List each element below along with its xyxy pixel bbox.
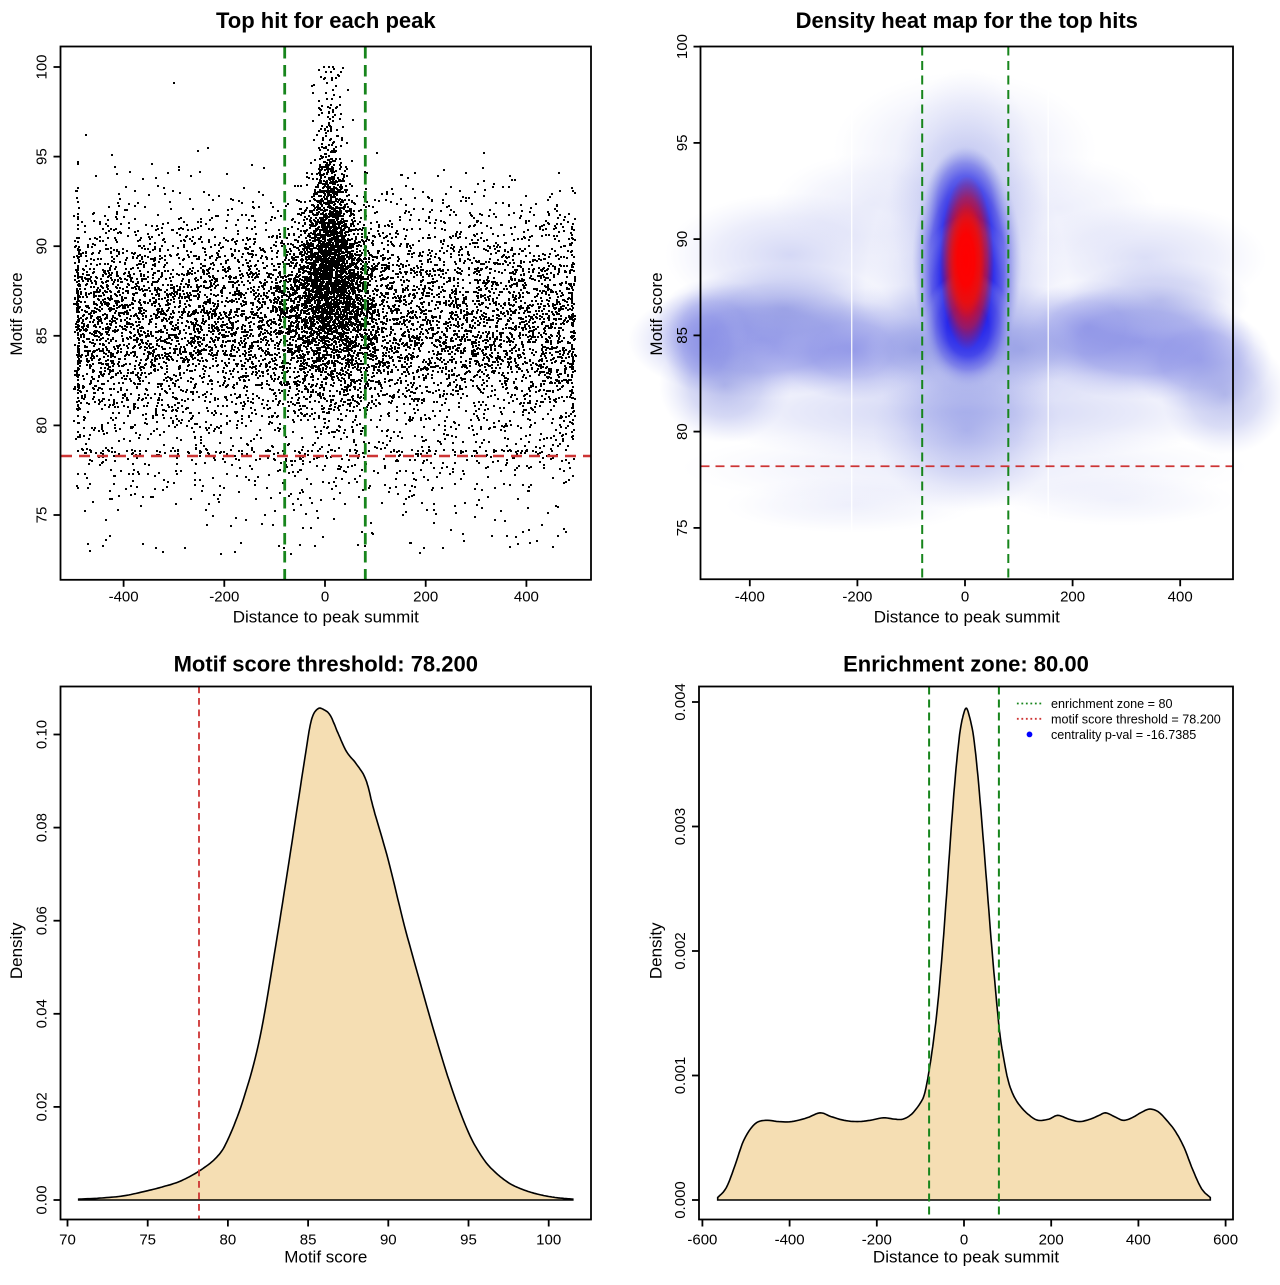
svg-text:100: 100 bbox=[536, 1232, 561, 1249]
svg-text:100: 100 bbox=[34, 54, 51, 79]
svg-text:75: 75 bbox=[34, 507, 51, 524]
svg-text:-400: -400 bbox=[109, 589, 139, 606]
svg-text:75: 75 bbox=[674, 520, 691, 537]
svg-text:Density: Density bbox=[647, 922, 666, 979]
svg-text:75: 75 bbox=[139, 1232, 156, 1249]
svg-text:Density: Density bbox=[7, 922, 26, 979]
svg-text:0: 0 bbox=[960, 1232, 968, 1249]
svg-text:0: 0 bbox=[321, 589, 329, 606]
svg-text:Motif score: Motif score bbox=[284, 1248, 367, 1267]
svg-text:Distance to peak summit: Distance to peak summit bbox=[873, 1248, 1059, 1267]
svg-text:Enrichment zone: 80.00: Enrichment zone: 80.00 bbox=[843, 652, 1089, 677]
svg-text:Top hit for each peak: Top hit for each peak bbox=[216, 8, 436, 33]
svg-text:0.002: 0.002 bbox=[672, 932, 689, 970]
svg-text:95: 95 bbox=[34, 148, 51, 165]
svg-text:80: 80 bbox=[674, 423, 691, 440]
svg-text:-200: -200 bbox=[209, 589, 239, 606]
svg-text:Distance to peak summit: Distance to peak summit bbox=[874, 608, 1060, 627]
svg-text:Motif score: Motif score bbox=[647, 272, 666, 355]
svg-text:0.00: 0.00 bbox=[34, 1185, 51, 1214]
svg-text:0.001: 0.001 bbox=[672, 1057, 689, 1095]
svg-text:0.000: 0.000 bbox=[672, 1181, 689, 1219]
svg-text:80: 80 bbox=[34, 417, 51, 434]
svg-text:centrality p-val = -16.7385: centrality p-val = -16.7385 bbox=[1051, 728, 1196, 742]
svg-text:-600: -600 bbox=[687, 1232, 717, 1249]
svg-text:400: 400 bbox=[1126, 1232, 1151, 1249]
svg-text:0.10: 0.10 bbox=[34, 720, 51, 749]
svg-text:Motif score: Motif score bbox=[7, 272, 26, 355]
svg-text:85: 85 bbox=[674, 327, 691, 344]
svg-text:Distance to peak summit: Distance to peak summit bbox=[233, 608, 419, 627]
svg-text:0.06: 0.06 bbox=[34, 906, 51, 935]
svg-text:-400: -400 bbox=[775, 1232, 805, 1249]
svg-text:-400: -400 bbox=[735, 589, 765, 606]
svg-text:90: 90 bbox=[674, 231, 691, 248]
svg-text:400: 400 bbox=[1168, 589, 1193, 606]
svg-text:0.08: 0.08 bbox=[34, 813, 51, 842]
svg-text:400: 400 bbox=[514, 589, 539, 606]
svg-text:-200: -200 bbox=[842, 589, 872, 606]
svg-text:95: 95 bbox=[674, 135, 691, 152]
svg-text:100: 100 bbox=[674, 34, 691, 59]
svg-text:200: 200 bbox=[1039, 1232, 1064, 1249]
svg-text:0.02: 0.02 bbox=[34, 1092, 51, 1121]
svg-text:-200: -200 bbox=[862, 1232, 892, 1249]
svg-text:85: 85 bbox=[34, 327, 51, 344]
svg-text:0: 0 bbox=[961, 589, 969, 606]
svg-text:80: 80 bbox=[220, 1232, 237, 1249]
svg-text:Density heat map for the top h: Density heat map for the top hits bbox=[796, 8, 1138, 33]
svg-text:200: 200 bbox=[1060, 589, 1085, 606]
svg-text:95: 95 bbox=[460, 1232, 477, 1249]
svg-text:0.003: 0.003 bbox=[672, 808, 689, 846]
svg-text:200: 200 bbox=[413, 589, 438, 606]
svg-text:0.04: 0.04 bbox=[34, 999, 51, 1028]
svg-text:70: 70 bbox=[59, 1232, 76, 1249]
svg-text:enrichment zone = 80: enrichment zone = 80 bbox=[1051, 697, 1172, 711]
svg-text:85: 85 bbox=[300, 1232, 317, 1249]
svg-text:600: 600 bbox=[1213, 1232, 1238, 1249]
svg-text:90: 90 bbox=[380, 1232, 397, 1249]
svg-text:motif score threshold = 78.200: motif score threshold = 78.200 bbox=[1051, 712, 1221, 726]
svg-text:90: 90 bbox=[34, 238, 51, 255]
svg-text:Motif score threshold: 78.200: Motif score threshold: 78.200 bbox=[174, 652, 478, 677]
svg-text:0.004: 0.004 bbox=[672, 683, 689, 721]
